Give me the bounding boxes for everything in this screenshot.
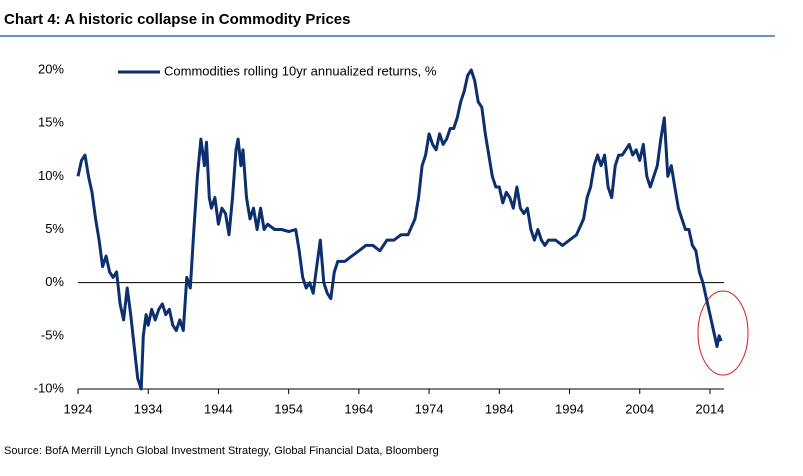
y-tick-label: 5% bbox=[45, 221, 64, 236]
x-tick-label: 1984 bbox=[485, 401, 514, 416]
highlight-circle bbox=[697, 290, 749, 376]
y-tick-label: -5% bbox=[41, 327, 65, 342]
y-tick-label: 0% bbox=[45, 274, 64, 289]
x-tick-label: 2004 bbox=[625, 401, 654, 416]
y-tick-label: 20% bbox=[38, 61, 64, 76]
x-tick-label: 1944 bbox=[204, 401, 233, 416]
chart-title: Chart 4: A historic collapse in Commodit… bbox=[4, 11, 350, 28]
x-tick-label: 1924 bbox=[64, 401, 93, 416]
series-line bbox=[76, 68, 723, 391]
x-tick-label: 1994 bbox=[555, 401, 584, 416]
source: Source: BofA Merrill Lynch Global Invest… bbox=[4, 445, 439, 457]
x-tick-label: 1964 bbox=[344, 401, 373, 416]
y-tick-label: 10% bbox=[38, 168, 64, 183]
x-tick-label: 2014 bbox=[695, 401, 724, 416]
x-tick-label: 1974 bbox=[415, 401, 444, 416]
x-tick-label: 1934 bbox=[134, 401, 163, 416]
y-tick-label: 15% bbox=[38, 115, 64, 130]
y-tick-label: -10% bbox=[34, 380, 65, 395]
x-tick-label: 1954 bbox=[274, 401, 303, 416]
legend-label: Commodities rolling 10yr annualized retu… bbox=[164, 63, 437, 78]
